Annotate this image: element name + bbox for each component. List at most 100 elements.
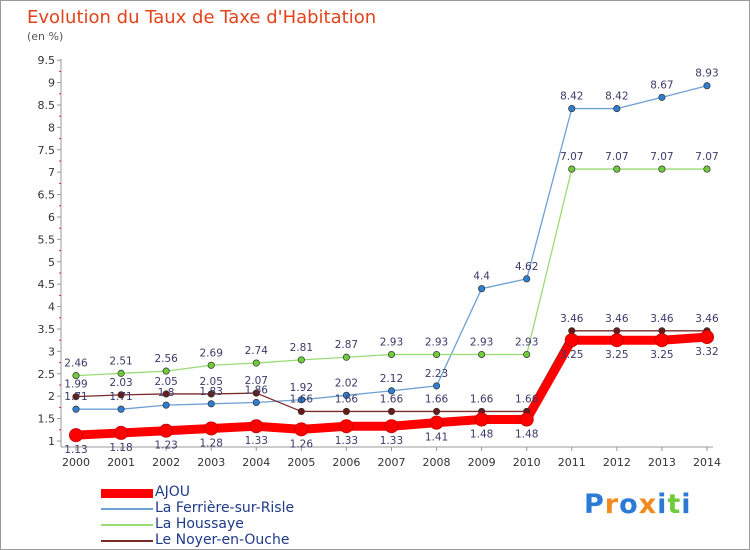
data-label: 2.74 — [245, 345, 269, 357]
data-label: 1.66 — [335, 393, 359, 405]
data-label: 1.92 — [290, 382, 313, 394]
data-point — [519, 412, 534, 427]
y-tick-label: 7 — [48, 166, 55, 179]
chart-title: Evolution du Taux de Taxe d'Habitation — [27, 7, 377, 28]
data-point — [703, 165, 711, 173]
y-tick-label: 3 — [48, 345, 55, 358]
data-label: 1.66 — [470, 393, 494, 405]
legend-item: Le Noyer-en-Ouche — [101, 532, 421, 549]
data-label: 8.42 — [560, 91, 583, 103]
data-point — [297, 396, 305, 404]
data-point — [297, 356, 305, 364]
data-point — [478, 285, 486, 293]
data-point — [117, 405, 125, 413]
data-label: 8.42 — [605, 91, 628, 103]
data-label: 1.26 — [290, 438, 314, 450]
data-label: 7.07 — [605, 151, 628, 163]
x-tick-label: 2013 — [648, 456, 676, 469]
data-label: 1.48 — [515, 428, 538, 440]
data-label: 2.12 — [380, 373, 403, 385]
data-point — [294, 422, 309, 437]
data-point — [568, 327, 576, 335]
data-label: 2.07 — [245, 375, 268, 387]
data-label: 1.33 — [335, 435, 358, 447]
data-label: 1.13 — [64, 444, 87, 456]
data-label: 2.93 — [470, 337, 493, 349]
data-point — [117, 369, 125, 377]
y-tick-label: 5.5 — [38, 233, 56, 246]
data-point — [564, 333, 579, 348]
data-label: 1.66 — [425, 393, 449, 405]
data-label: 2.69 — [200, 347, 223, 359]
data-point — [252, 389, 260, 397]
legend-label: La Houssaye — [155, 516, 244, 532]
data-label: 8.67 — [650, 79, 673, 91]
y-tick-label: 4.5 — [38, 278, 56, 291]
x-tick-label: 2004 — [242, 456, 270, 469]
data-label: 2.23 — [425, 368, 448, 380]
legend-item: La Houssaye — [101, 516, 421, 533]
x-tick-label: 2012 — [603, 456, 631, 469]
legend-item: La Ferrière-sur-Risle — [101, 500, 421, 517]
data-label: 1.86 — [245, 384, 269, 396]
data-label: 1.33 — [380, 435, 403, 447]
data-label: 1.66 — [380, 393, 404, 405]
data-point — [384, 419, 399, 434]
y-tick-label: 2.5 — [38, 368, 56, 381]
x-tick-label: 2005 — [287, 456, 315, 469]
data-point — [568, 165, 576, 173]
data-label: 4.62 — [515, 261, 538, 273]
data-point — [387, 387, 396, 395]
data-label: 2.02 — [335, 377, 358, 389]
data-label: 2.03 — [109, 377, 132, 389]
legend-swatch — [101, 489, 153, 498]
data-point — [654, 333, 669, 348]
data-point — [162, 390, 170, 398]
data-point — [568, 105, 576, 113]
data-label: 1.71 — [109, 391, 132, 403]
data-label: 3.25 — [605, 349, 628, 361]
data-label: 3.46 — [605, 313, 629, 325]
data-label: 2.93 — [515, 337, 538, 349]
data-label: 7.07 — [560, 151, 583, 163]
y-tick-label: 5 — [48, 256, 55, 269]
data-label: 1.99 — [64, 379, 87, 391]
data-label: 2.93 — [380, 337, 403, 349]
data-label: 2.05 — [154, 376, 177, 388]
data-label: 2.05 — [200, 376, 223, 388]
data-point — [342, 407, 350, 415]
x-tick-label: 2002 — [152, 456, 180, 469]
x-tick-label: 2001 — [107, 456, 135, 469]
y-tick-label: 8.5 — [38, 99, 56, 112]
data-point — [69, 428, 83, 443]
data-point — [387, 407, 396, 415]
y-tick-label: 9.5 — [38, 54, 56, 67]
data-label: 7.07 — [695, 151, 718, 163]
data-label: 1.41 — [425, 432, 448, 444]
proxiti-logo: Proxiti — [584, 489, 692, 520]
data-point — [699, 330, 714, 345]
data-point — [252, 359, 260, 367]
data-label: 1.18 — [109, 442, 132, 454]
data-label: 2.93 — [425, 337, 448, 349]
data-point — [658, 165, 666, 173]
data-point — [339, 419, 354, 434]
x-tick-label: 2003 — [197, 456, 225, 469]
data-point — [207, 390, 215, 398]
legend: AJOU La Ferrière-sur-Risle La Houssaye Le N… — [101, 484, 421, 549]
data-label: 3.25 — [560, 349, 583, 361]
data-point — [297, 407, 305, 415]
data-label: 2.46 — [64, 358, 88, 370]
logo-letter: P — [584, 489, 605, 520]
data-label: 3.46 — [695, 313, 719, 325]
logo-letter: i — [657, 489, 668, 520]
data-label: 3.46 — [560, 313, 584, 325]
data-point — [204, 421, 219, 436]
data-point — [72, 393, 80, 401]
x-tick-label: 2014 — [693, 456, 721, 469]
logo-letter: x — [638, 489, 658, 520]
data-label: 1.23 — [154, 440, 177, 452]
legend-item: AJOU — [101, 484, 421, 501]
data-point — [613, 165, 621, 173]
data-label: 2.87 — [335, 339, 358, 351]
